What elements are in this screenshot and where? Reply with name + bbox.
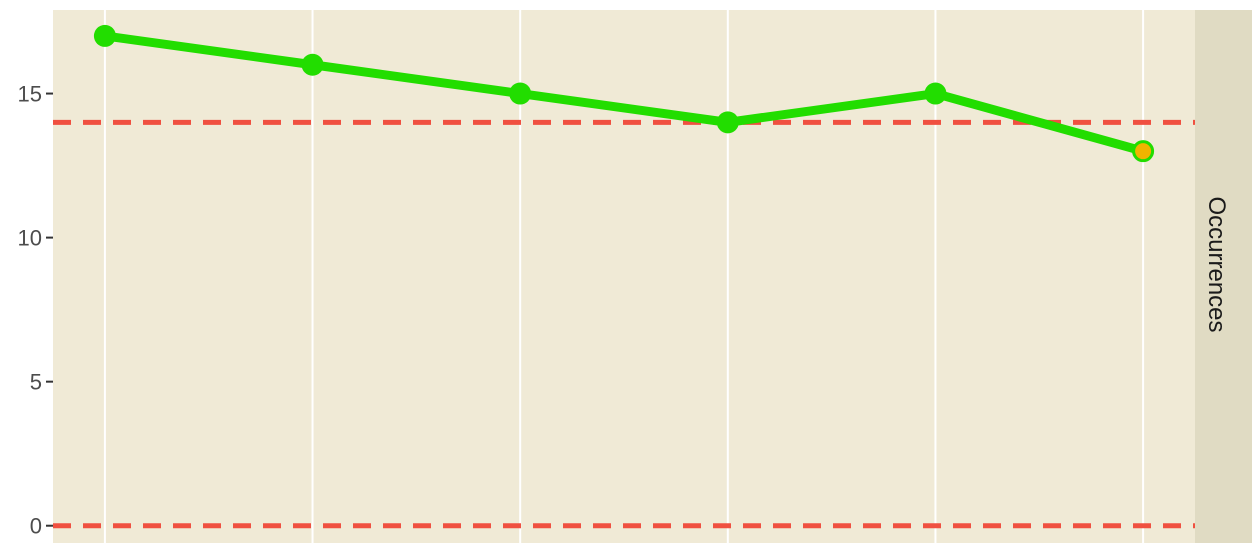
series-layer bbox=[93, 24, 1155, 163]
data-point bbox=[924, 82, 947, 105]
reference-lines bbox=[53, 119, 1195, 529]
data-point bbox=[509, 82, 532, 105]
data-point bbox=[301, 53, 324, 76]
facet-label: Occurrences bbox=[1203, 196, 1230, 332]
series-line bbox=[100, 31, 1148, 156]
y-axis: 0 5 10 15 bbox=[18, 82, 53, 539]
data-point bbox=[93, 24, 116, 47]
y-tick-label: 10 bbox=[18, 226, 42, 251]
facet-strip-background bbox=[1195, 10, 1252, 543]
y-tick-label: 5 bbox=[30, 370, 42, 395]
data-point-highlighted bbox=[1132, 140, 1155, 163]
plot-panel bbox=[53, 10, 1195, 543]
y-tick-label: 0 bbox=[30, 514, 42, 539]
y-tick-label: 15 bbox=[18, 82, 42, 107]
facet-strip: Occurrences bbox=[1195, 10, 1252, 543]
data-point bbox=[716, 111, 739, 134]
